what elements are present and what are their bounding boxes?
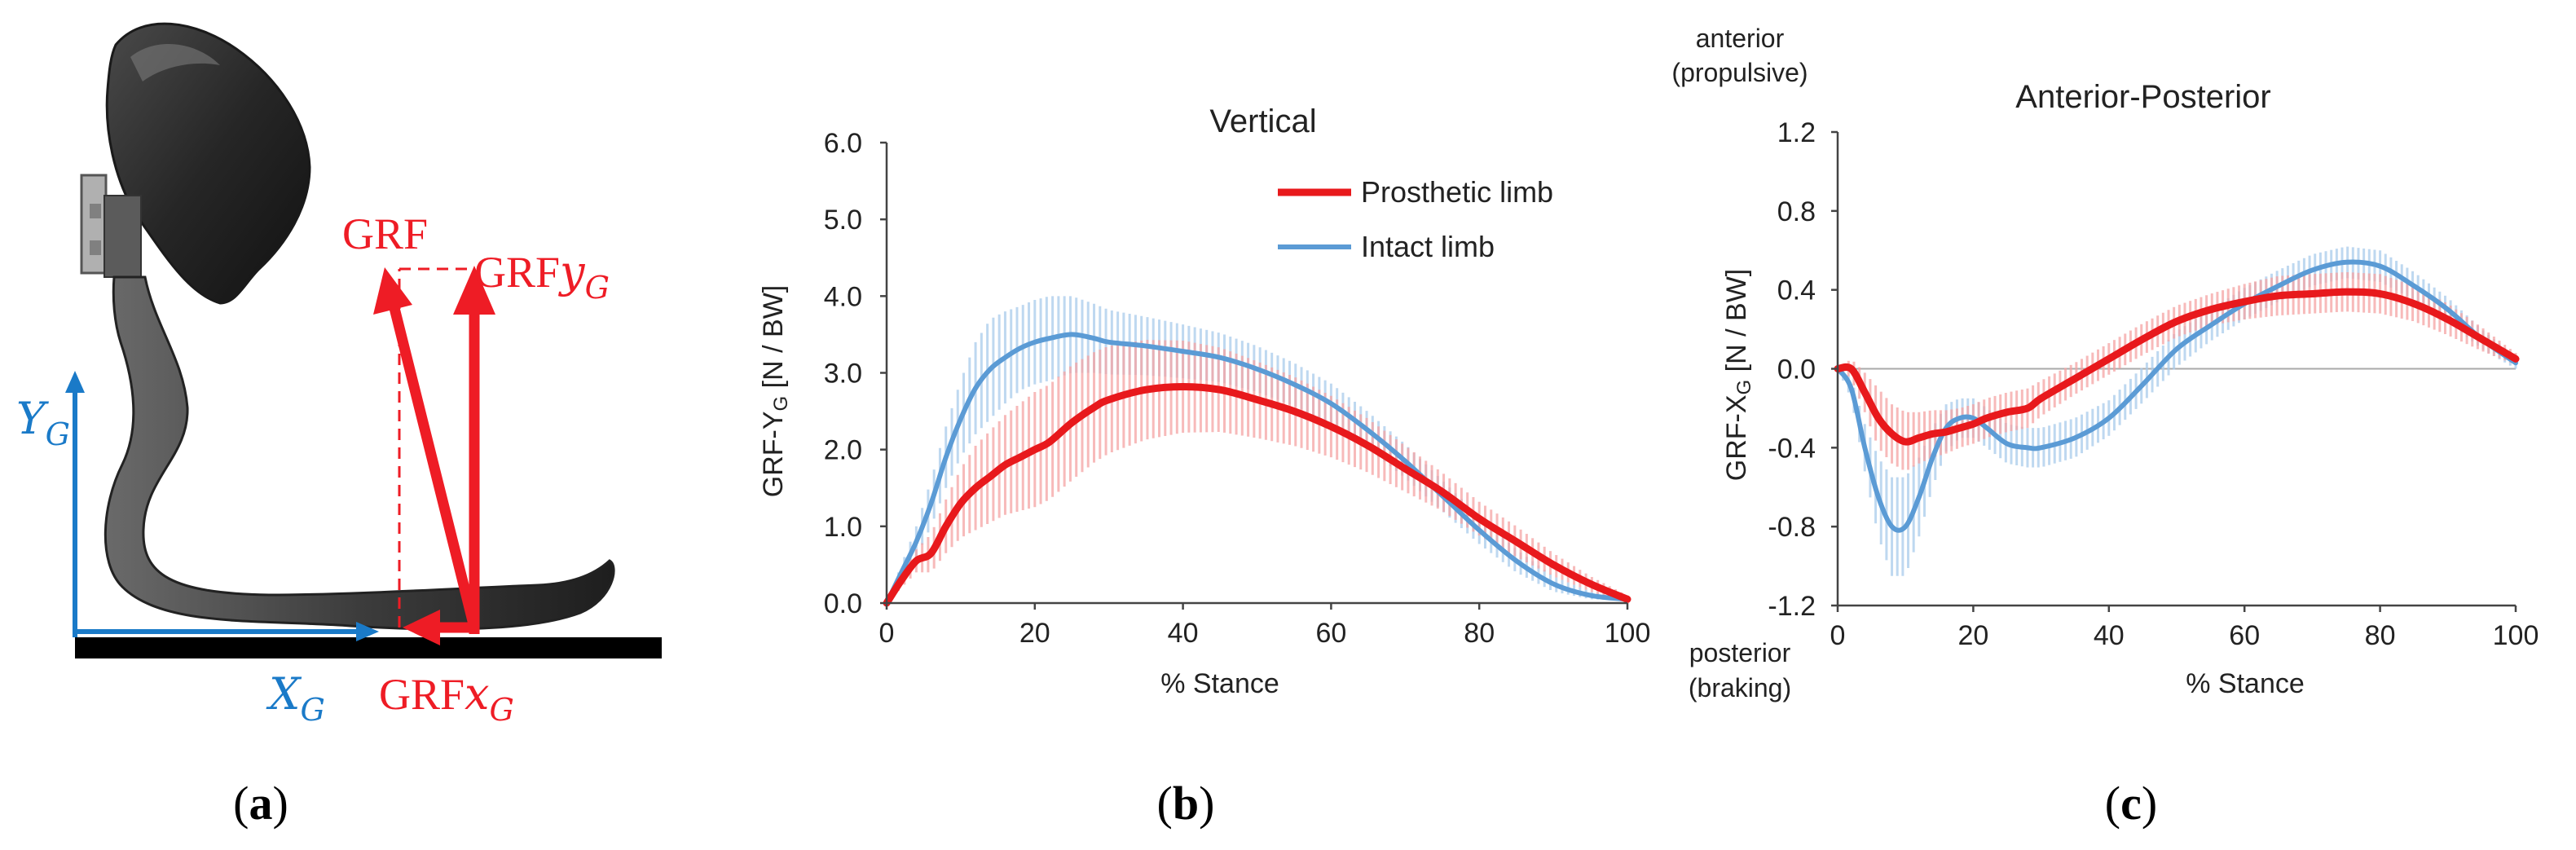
ap-annotation-posterior: posterior <box>1689 638 1791 667</box>
ground-bar <box>75 637 662 658</box>
socket-highlight <box>130 43 220 81</box>
panel-a-label: (a) <box>233 777 288 830</box>
grf-y-label: GRFyG <box>474 246 610 306</box>
grf-resultant-arrow <box>389 306 480 629</box>
legend-intact-label: Intact limb <box>1361 230 1495 263</box>
ap-line-intact <box>1835 259 2518 533</box>
prosthesis-socket <box>105 22 311 305</box>
grf-x-arrowhead <box>403 610 440 645</box>
vertical-y-tick-label: 1.0 <box>824 512 862 543</box>
panel-c-label: (c) <box>2105 777 2157 830</box>
ap-y-tick-label: 0.0 <box>1777 355 1816 385</box>
vertical-y-tick-label: 4.0 <box>824 281 862 312</box>
grf-label: GRF <box>342 209 428 258</box>
ap-x-tick-label: 100 <box>2493 620 2539 651</box>
ap-x-tick-label: 80 <box>2365 620 2396 651</box>
ap-annotation-anterior: anterior <box>1696 24 1785 53</box>
legend-prosthetic-label: Prosthetic limb <box>1361 175 1553 209</box>
ap-x-tick-label: 40 <box>2094 620 2125 651</box>
ap-y-tick-label: 0.8 <box>1777 196 1816 227</box>
ap-y-tick-label: 0.4 <box>1777 275 1816 306</box>
ap-axes: -1.2 -0.8 -0.4 0.0 0.4 0.8 1.2 0 20 40 60 80 100 <box>1768 117 2539 651</box>
grf-resultant-arrowhead <box>373 267 412 315</box>
ap-x-tick-label: 20 <box>1957 620 1988 651</box>
vertical-x-tick-label: 60 <box>1315 618 1346 649</box>
vertical-grf-chart: 0.0 1.0 2.0 3.0 4.0 5.0 6.0 0 20 40 60 80 100 Vertic… <box>758 103 1650 699</box>
x-axis-label: XG <box>266 668 325 728</box>
ap-y-tick-label: -0.8 <box>1768 512 1816 543</box>
pylon-adapter <box>80 174 108 275</box>
pylon-clamp <box>103 195 142 278</box>
vertical-x-tick-label: 100 <box>1605 618 1651 649</box>
ap-x-tick-label: 60 <box>2229 620 2260 651</box>
vertical-x-tick-label: 40 <box>1168 618 1199 649</box>
ap-annotation-braking: (braking) <box>1689 673 1791 702</box>
ap-grf-chart: -1.2 -0.8 -0.4 0.0 0.4 0.8 1.2 0 20 40 60 80 100 Ant… <box>1671 24 2539 702</box>
ap-x-axis-title: % Stance <box>2186 668 2305 699</box>
panel-b-label: (b) <box>1157 777 1215 830</box>
grf-x-label: GRFxG <box>379 668 514 728</box>
vertical-y-tick-label: 6.0 <box>824 128 862 159</box>
ap-y-tick-label: -1.2 <box>1768 591 1816 622</box>
ap-annotation-propulsive: (propulsive) <box>1671 58 1808 87</box>
vertical-y-axis-title: GRF-YG [N / BW] <box>758 285 792 497</box>
vertical-x-tick-label: 80 <box>1464 618 1495 649</box>
vertical-y-tick-label: 0.0 <box>824 588 862 619</box>
ap-mean-lines <box>1834 259 2520 533</box>
pylon-bolt-top <box>90 204 101 218</box>
vertical-line-intact <box>884 332 1630 606</box>
ap-sd-bands <box>1842 246 2517 576</box>
vertical-legend: Prosthetic limb Intact limb <box>1278 175 1553 263</box>
x-axis-arrowhead <box>356 622 379 641</box>
ap-y-tick-label: -0.4 <box>1768 433 1816 464</box>
vertical-y-tick-label: 2.0 <box>824 435 862 466</box>
prosthesis-blade <box>103 275 615 631</box>
vertical-x-tick-label: 20 <box>1019 618 1050 649</box>
vertical-y-tick-label: 5.0 <box>824 205 862 236</box>
ap-chart-title: Anterior-Posterior <box>2015 79 2270 115</box>
panel-a-diagram: YG XG GRF GRFyG GRFxG <box>16 22 662 728</box>
pylon-bolt-bottom <box>90 240 101 255</box>
ap-x-tick-label: 0 <box>1830 620 1846 651</box>
ap-line-prosthetic <box>1834 288 2520 446</box>
y-axis-label: YG <box>16 393 70 452</box>
vertical-line-prosthetic <box>883 382 1631 607</box>
grf-y-arrowhead <box>453 266 495 315</box>
vertical-mean-lines <box>883 332 1631 607</box>
ap-y-axis-title: GRF-XG [N / BW] <box>1721 269 1755 481</box>
vertical-axes: 0.0 1.0 2.0 3.0 4.0 5.0 6.0 0 20 40 60 80 100 <box>824 128 1651 649</box>
vertical-x-axis-title: % Stance <box>1160 668 1279 699</box>
vertical-sd-bands <box>891 296 1629 603</box>
vertical-chart-title: Vertical <box>1209 103 1316 139</box>
vertical-x-tick-label: 0 <box>879 618 895 649</box>
vertical-y-tick-label: 3.0 <box>824 359 862 390</box>
ap-y-tick-label: 1.2 <box>1777 117 1816 148</box>
y-axis-arrowhead <box>65 371 85 393</box>
